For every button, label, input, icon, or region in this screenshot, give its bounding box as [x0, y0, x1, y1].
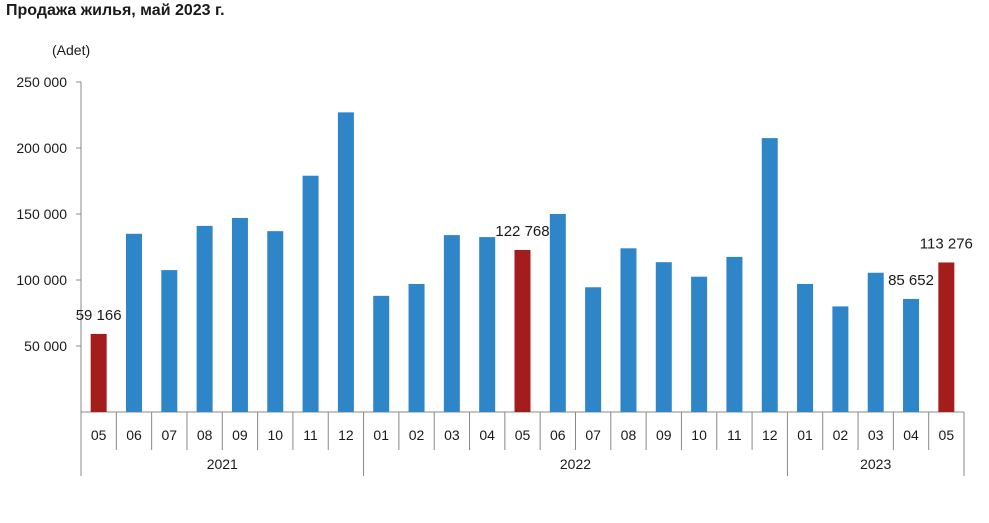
bar	[867, 272, 884, 412]
bar	[479, 237, 496, 412]
bar	[938, 262, 955, 412]
y-tick-label: 150 000	[16, 206, 67, 222]
x-tick-label: 11	[727, 427, 742, 443]
y-tick-label: 250 000	[16, 74, 67, 90]
bar	[125, 233, 142, 412]
bar	[691, 276, 708, 412]
unit-label: (Adet)	[52, 42, 91, 58]
x-tick-label: 07	[162, 427, 178, 443]
bar	[196, 225, 213, 412]
x-tick-label: 05	[939, 427, 955, 443]
data-label: 85 652	[888, 272, 934, 289]
x-tick-label: 12	[338, 427, 354, 443]
x-tick-label: 07	[585, 427, 601, 443]
x-tick-label: 12	[762, 427, 778, 443]
x-tick-label: 06	[126, 427, 142, 443]
x-tick-label: 10	[691, 427, 707, 443]
bar	[655, 262, 672, 412]
x-tick-label: 05	[515, 427, 531, 443]
bar	[90, 333, 107, 412]
x-tick-label: 03	[868, 427, 884, 443]
x-tick-label: 08	[621, 427, 637, 443]
x-tick-label: 03	[444, 427, 460, 443]
bar	[585, 287, 602, 412]
bar	[443, 235, 460, 412]
x-tick-label: 01	[797, 427, 813, 443]
bar	[549, 214, 566, 412]
bar	[797, 283, 814, 412]
data-label: 59 166	[76, 307, 122, 324]
bar	[373, 295, 390, 412]
x-tick-label: 11	[303, 427, 318, 443]
x-tick-label: 04	[903, 427, 919, 443]
bar	[726, 256, 743, 412]
x-tick-label: 09	[232, 427, 248, 443]
x-tick-label: 04	[479, 427, 495, 443]
data-label: 122 768	[495, 223, 549, 240]
bar	[832, 306, 849, 412]
bar	[761, 138, 778, 412]
bar	[620, 248, 637, 412]
year-label: 2022	[560, 456, 591, 472]
y-tick-label: 100 000	[16, 272, 67, 288]
x-tick-label: 08	[197, 427, 213, 443]
bar	[267, 231, 284, 412]
x-tick-label: 01	[373, 427, 389, 443]
x-tick-label: 10	[267, 427, 283, 443]
y-tick-label: 50 000	[24, 338, 67, 354]
x-tick-label: 02	[833, 427, 849, 443]
year-label: 2023	[860, 456, 891, 472]
bar	[514, 249, 531, 412]
x-tick-label: 06	[550, 427, 566, 443]
bar	[903, 298, 920, 412]
year-label: 2021	[207, 456, 238, 472]
data-label: 113 276	[920, 235, 973, 252]
x-tick-label: 05	[91, 427, 107, 443]
x-tick-label: 09	[656, 427, 672, 443]
bar	[231, 217, 248, 412]
y-tick-label: 200 000	[16, 140, 67, 156]
bar	[302, 175, 319, 412]
x-tick-label: 02	[409, 427, 425, 443]
bar	[161, 270, 178, 412]
bar	[408, 283, 425, 412]
bar	[337, 112, 354, 413]
chart-title: Продажа жилья, май 2023 г.	[6, 2, 225, 19]
